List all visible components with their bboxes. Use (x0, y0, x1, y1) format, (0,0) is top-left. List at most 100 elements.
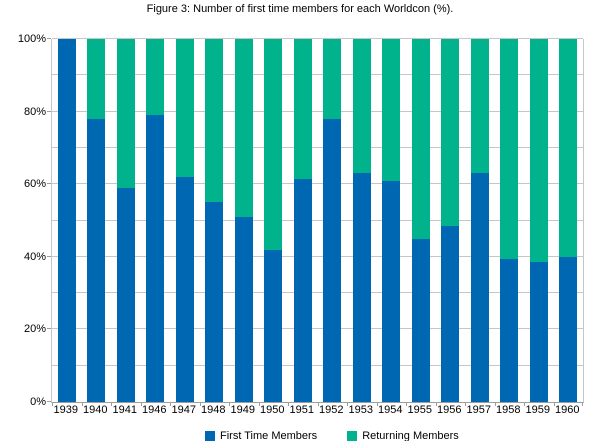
gridline-40 (52, 255, 583, 257)
bar-1939-first-time (57, 39, 76, 402)
legend-label: First Time Members (220, 430, 318, 441)
x-axis-tick (140, 402, 142, 406)
gridline-100 (52, 38, 583, 39)
bar-1950-first-time (264, 249, 283, 402)
x-tick-label-1955: 1955 (407, 404, 432, 416)
y-axis-tick (47, 38, 51, 39)
legend-swatch-first_time (205, 431, 215, 441)
y-tick-label-60: 60% (23, 178, 46, 191)
bar-1949-first-time (234, 216, 253, 402)
gridline-30 (52, 292, 583, 294)
bar-1940-first-time (87, 118, 106, 402)
x-axis-tick (81, 402, 83, 406)
x-tick-label-1946: 1946 (142, 404, 167, 416)
x-axis-tick (199, 402, 201, 406)
x-tick-label-1953: 1953 (348, 404, 373, 416)
x-axis-tick (465, 402, 466, 406)
x-axis-tick (494, 402, 496, 406)
bar-1954-returning (382, 39, 401, 181)
bar-1954-first-time (382, 180, 401, 402)
legend-swatch-returning (347, 431, 358, 441)
gridline-70 (52, 146, 583, 148)
x-tick-label-1939: 1939 (53, 404, 78, 416)
x-axis-tick (317, 402, 319, 406)
bar-1946-first-time (146, 115, 165, 402)
x-tick-label-1947: 1947 (171, 404, 196, 416)
bar-1947-returning (175, 39, 194, 177)
bar-1953-first-time (352, 173, 371, 402)
x-tick-label-1949: 1949 (230, 404, 255, 416)
bar-1946-returning (146, 39, 165, 116)
bar-1959-returning (529, 39, 548, 263)
gridline-10 (52, 364, 583, 366)
y-axis-tick (47, 255, 51, 257)
x-tick-label-1951: 1951 (289, 404, 314, 416)
gridline-90 (52, 74, 583, 76)
gridline-20 (52, 328, 583, 330)
legend-item-returning: Returning Members (347, 430, 459, 441)
x-axis-tick (524, 402, 525, 406)
legend-label: Returning Members (362, 430, 459, 441)
x-axis-tick (111, 402, 112, 406)
bar-1941-returning (116, 39, 135, 188)
bar-1940-returning (87, 39, 106, 119)
bar-1950-returning (264, 39, 283, 250)
bar-1951-returning (293, 39, 312, 179)
y-tick-label-100: 100% (17, 33, 46, 45)
x-axis-tick (229, 402, 230, 406)
gridline-60 (52, 183, 583, 185)
bar-1955-first-time (411, 238, 430, 402)
bar-1947-first-time (175, 176, 194, 402)
legend-item-first_time: First Time Members (205, 430, 317, 441)
x-tick-label-1950: 1950 (260, 404, 285, 416)
bar-1953-returning (352, 39, 371, 174)
x-tick-label-1957: 1957 (466, 404, 491, 416)
y-tick-label-0: 0% (30, 396, 46, 408)
bar-1957-first-time (470, 173, 489, 402)
y-axis-tick (47, 110, 51, 112)
x-tick-label-1958: 1958 (496, 404, 521, 416)
y-tick-label-20: 20% (23, 323, 46, 336)
x-axis-tick (582, 402, 583, 406)
x-tick-label-1948: 1948 (201, 404, 226, 416)
bar-1959-first-time (529, 262, 548, 402)
x-axis-tick (52, 402, 53, 406)
gridline-80 (52, 110, 583, 112)
x-axis-tick (406, 402, 407, 406)
x-tick-label-1941: 1941 (112, 404, 137, 416)
chart-title: Figure 3: Number of first time members f… (146, 3, 454, 15)
bar-1955-returning (411, 39, 430, 239)
bar-1958-first-time (500, 258, 519, 402)
bar-1960-returning (559, 39, 578, 257)
y-axis-tick (47, 401, 51, 402)
bar-1948-returning (205, 39, 224, 203)
bar-1952-first-time (323, 118, 342, 402)
x-tick-label-1940: 1940 (83, 404, 108, 416)
x-axis-tick (347, 402, 348, 406)
gridline-50 (52, 219, 583, 221)
bar-1948-first-time (205, 202, 224, 402)
y-tick-label-80: 80% (23, 105, 46, 118)
x-tick-label-1960: 1960 (555, 404, 580, 416)
y-tick-label-40: 40% (23, 250, 46, 263)
bar-1957-returning (470, 39, 489, 174)
bar-1960-first-time (559, 256, 578, 402)
x-axis-tick (376, 402, 378, 406)
x-tick-label-1954: 1954 (378, 404, 403, 416)
x-axis-tick (435, 402, 437, 406)
x-axis-tick (170, 402, 171, 406)
chart-legend: First Time Members Returning Members (205, 430, 459, 441)
bar-1941-first-time (116, 187, 135, 402)
x-tick-label-1959: 1959 (525, 404, 550, 416)
bar-1958-returning (500, 39, 519, 259)
x-tick-label-1956: 1956 (437, 404, 462, 416)
bar-1956-first-time (441, 225, 460, 402)
x-axis-tick (553, 402, 555, 406)
x-tick-label-1952: 1952 (319, 404, 344, 416)
bar-1951-first-time (293, 178, 312, 402)
bar-1956-returning (441, 39, 460, 226)
bar-1949-returning (234, 39, 253, 217)
y-axis-tick (47, 328, 51, 330)
y-axis-tick (47, 183, 51, 185)
